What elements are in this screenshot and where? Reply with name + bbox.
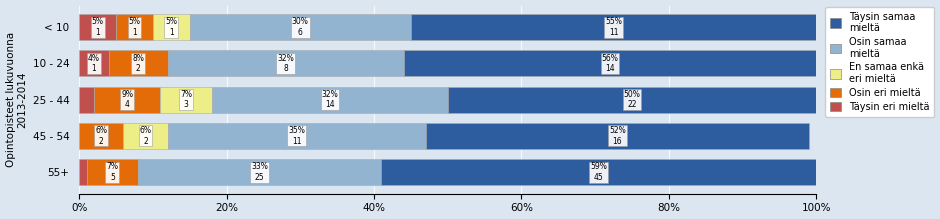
Text: 59%
45: 59% 45: [590, 162, 607, 182]
Bar: [447, 87, 816, 113]
Bar: [79, 50, 109, 76]
Bar: [167, 123, 426, 149]
Text: 7%
5: 7% 5: [106, 162, 118, 182]
Bar: [160, 87, 212, 113]
Text: 56%
14: 56% 14: [602, 54, 619, 73]
Text: 6%
2: 6% 2: [95, 126, 107, 146]
Text: 35%
11: 35% 11: [289, 126, 306, 146]
Bar: [109, 50, 167, 76]
Text: 33%
25: 33% 25: [251, 162, 268, 182]
Text: 6%
2: 6% 2: [139, 126, 151, 146]
Text: 5%
1: 5% 1: [91, 18, 103, 37]
Text: 30%
6: 30% 6: [292, 18, 308, 37]
Text: 32%
8: 32% 8: [277, 54, 294, 73]
Text: 5%
1: 5% 1: [165, 18, 178, 37]
Text: 8%
2: 8% 2: [133, 54, 144, 73]
Bar: [79, 159, 86, 185]
Bar: [212, 87, 447, 113]
Bar: [153, 14, 190, 40]
Text: 52%
16: 52% 16: [609, 126, 626, 146]
Bar: [426, 123, 809, 149]
Y-axis label: Opintopisteet lukuvuonna
2013-2014: Opintopisteet lukuvuonna 2013-2014: [6, 32, 27, 167]
Bar: [94, 87, 160, 113]
Legend: Täysin samaa
mieltä, Osin samaa
mieltä, En samaa enkä
eri mieltä, Osin eri mielt: Täysin samaa mieltä, Osin samaa mieltä, …: [824, 7, 934, 117]
Bar: [167, 50, 403, 76]
Text: 7%
3: 7% 3: [180, 90, 192, 109]
Bar: [190, 14, 411, 40]
Bar: [79, 14, 116, 40]
Bar: [382, 159, 816, 185]
Bar: [123, 123, 167, 149]
Text: 4%
1: 4% 1: [88, 54, 100, 73]
Text: 5%
1: 5% 1: [129, 18, 140, 37]
Bar: [116, 14, 153, 40]
Bar: [79, 123, 123, 149]
Bar: [79, 87, 94, 113]
Bar: [403, 50, 816, 76]
Bar: [138, 159, 382, 185]
Text: 32%
14: 32% 14: [321, 90, 338, 109]
Bar: [411, 14, 816, 40]
Bar: [86, 159, 138, 185]
Text: 9%
4: 9% 4: [121, 90, 133, 109]
Text: 55%
11: 55% 11: [605, 18, 622, 37]
Text: 50%
22: 50% 22: [623, 90, 640, 109]
